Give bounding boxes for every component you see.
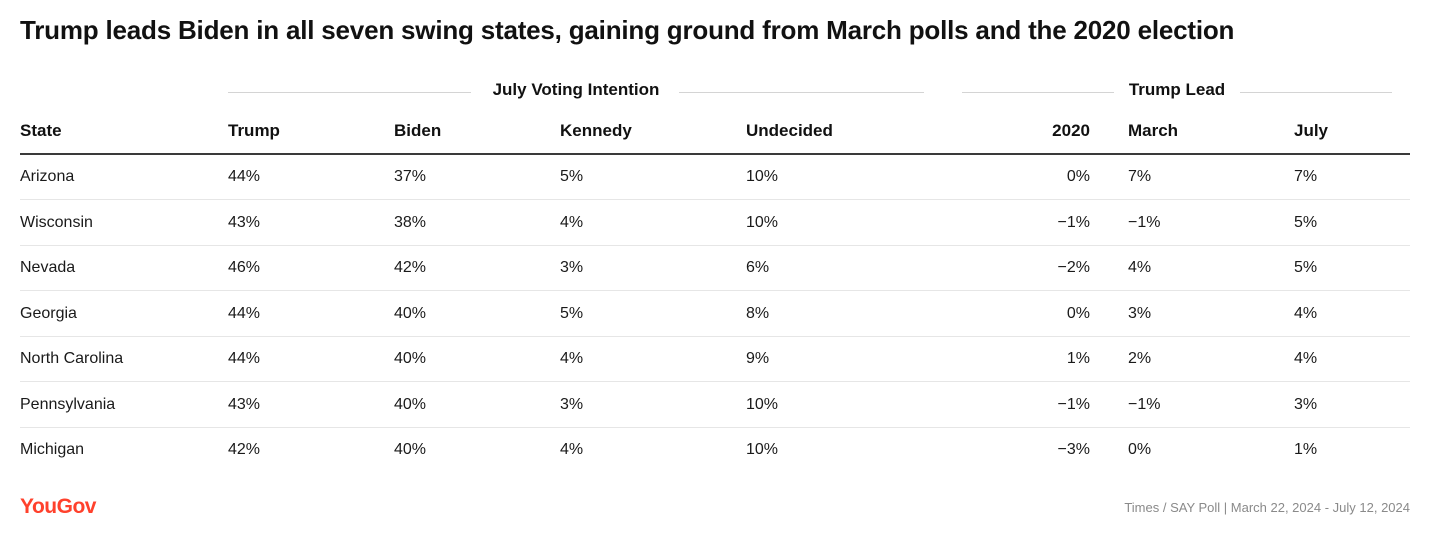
col-header-july: July: [1294, 121, 1329, 140]
group-rule-left: [228, 92, 471, 93]
yougov-logo: YouGov: [20, 495, 96, 518]
cell-lead-march: 4%: [1128, 259, 1152, 276]
cell-biden: 42%: [394, 259, 427, 276]
header-rule: [20, 153, 1410, 155]
table-row: North Carolina 44% 40% 4% 9% 1% 2% 4%: [20, 337, 1410, 382]
cell-lead-march: −1%: [1128, 213, 1161, 231]
cell-state: Georgia: [20, 304, 77, 322]
cell-kennedy: 3%: [560, 395, 584, 413]
table-row: Arizona 44% 37% 5% 10% 0% 7% 7%: [20, 155, 1410, 200]
row-separator: [20, 244, 1410, 246]
cell-biden: 40%: [394, 395, 427, 413]
cell-biden: 40%: [394, 441, 427, 458]
group-label-lead: Trump Lead: [1128, 80, 1226, 99]
col-header-march: March: [1128, 121, 1179, 140]
cell-state: Arizona: [20, 168, 75, 185]
cell-trump: 46%: [228, 259, 261, 276]
col-header-trump: Trump: [228, 121, 280, 140]
cell-state: Nevada: [20, 259, 76, 276]
cell-state: Wisconsin: [20, 213, 93, 231]
cell-undecided: 10%: [746, 168, 779, 185]
cell-lead-july: 7%: [1294, 168, 1318, 185]
source-note: Times / SAY Poll | March 22, 2024 - July…: [1124, 500, 1410, 515]
cell-trump: 44%: [228, 350, 261, 367]
cell-trump: 44%: [228, 304, 261, 322]
cell-trump: 43%: [228, 395, 261, 413]
col-header-kennedy: Kennedy: [560, 121, 632, 140]
cell-kennedy: 3%: [560, 259, 584, 276]
table-row: Pennsylvania 43% 40% 3% 10% −1% −1% 3%: [20, 383, 1410, 428]
cell-lead-july: 4%: [1294, 304, 1318, 322]
cell-lead-march: 2%: [1128, 350, 1152, 367]
cell-kennedy: 5%: [560, 168, 584, 185]
chart-title: Trump leads Biden in all seven swing sta…: [20, 15, 1235, 45]
cell-lead-july: 3%: [1294, 395, 1318, 413]
cell-undecided: 10%: [746, 213, 779, 231]
cell-biden: 40%: [394, 350, 427, 367]
cell-trump: 43%: [228, 213, 261, 231]
cell-lead-2020: 1%: [1066, 350, 1090, 367]
cell-lead-march: 0%: [1128, 441, 1152, 458]
cell-state: North Carolina: [20, 350, 124, 367]
cell-undecided: 8%: [746, 304, 770, 322]
cell-lead-march: 7%: [1128, 168, 1152, 185]
cell-biden: 40%: [394, 304, 427, 322]
group-header-voting: July Voting Intention: [228, 80, 924, 104]
group-header-lead: Trump Lead: [962, 80, 1392, 104]
cell-biden: 38%: [394, 213, 427, 231]
cell-lead-july: 5%: [1294, 259, 1318, 276]
group-label-voting: July Voting Intention: [492, 80, 660, 99]
cell-lead-2020: 0%: [1066, 168, 1090, 185]
cell-trump: 44%: [228, 168, 261, 185]
cell-lead-march: −1%: [1128, 395, 1161, 413]
cell-biden: 37%: [394, 168, 427, 185]
cell-lead-july: 5%: [1294, 213, 1318, 231]
group-rule-left: [962, 92, 1114, 93]
cell-undecided: 9%: [746, 350, 770, 367]
group-rule-right: [1240, 92, 1392, 93]
cell-kennedy: 5%: [560, 304, 584, 322]
row-separator: [20, 199, 1410, 200]
col-header-undecided: Undecided: [746, 121, 833, 140]
cell-undecided: 6%: [746, 259, 770, 276]
cell-kennedy: 4%: [560, 441, 584, 458]
row-separator: [20, 290, 1410, 291]
col-header-state: State: [20, 121, 62, 140]
table-row: Wisconsin 43% 38% 4% 10% −1% −1% 5%: [20, 201, 1410, 246]
row-separator: [20, 381, 1410, 382]
table-row: Michigan 42% 40% 4% 10% −3% 0% 1%: [20, 428, 1410, 473]
col-header-biden: Biden: [394, 121, 442, 140]
cell-kennedy: 4%: [560, 213, 584, 231]
cell-undecided: 10%: [746, 395, 779, 413]
table-row: Nevada 46% 42% 3% 6% −2% 4% 5%: [20, 246, 1410, 291]
cell-lead-2020: −3%: [1057, 441, 1090, 458]
cell-undecided: 10%: [746, 441, 779, 458]
row-separator: [20, 335, 1410, 337]
cell-lead-2020: −1%: [1057, 213, 1090, 231]
col-header-2020: 2020: [1052, 121, 1090, 140]
cell-lead-july: 1%: [1294, 441, 1318, 458]
cell-kennedy: 4%: [560, 350, 584, 367]
cell-state: Michigan: [20, 441, 85, 458]
cell-lead-2020: 0%: [1066, 304, 1090, 322]
table-row: Georgia 44% 40% 5% 8% 0% 3% 4%: [20, 292, 1410, 337]
cell-lead-2020: −2%: [1057, 259, 1090, 276]
cell-lead-2020: −1%: [1057, 395, 1090, 413]
group-rule-right: [679, 92, 924, 93]
cell-trump: 42%: [228, 441, 261, 458]
cell-lead-july: 4%: [1294, 350, 1318, 367]
row-separator: [20, 426, 1410, 428]
cell-state: Pennsylvania: [20, 395, 116, 413]
cell-lead-march: 3%: [1128, 304, 1152, 322]
